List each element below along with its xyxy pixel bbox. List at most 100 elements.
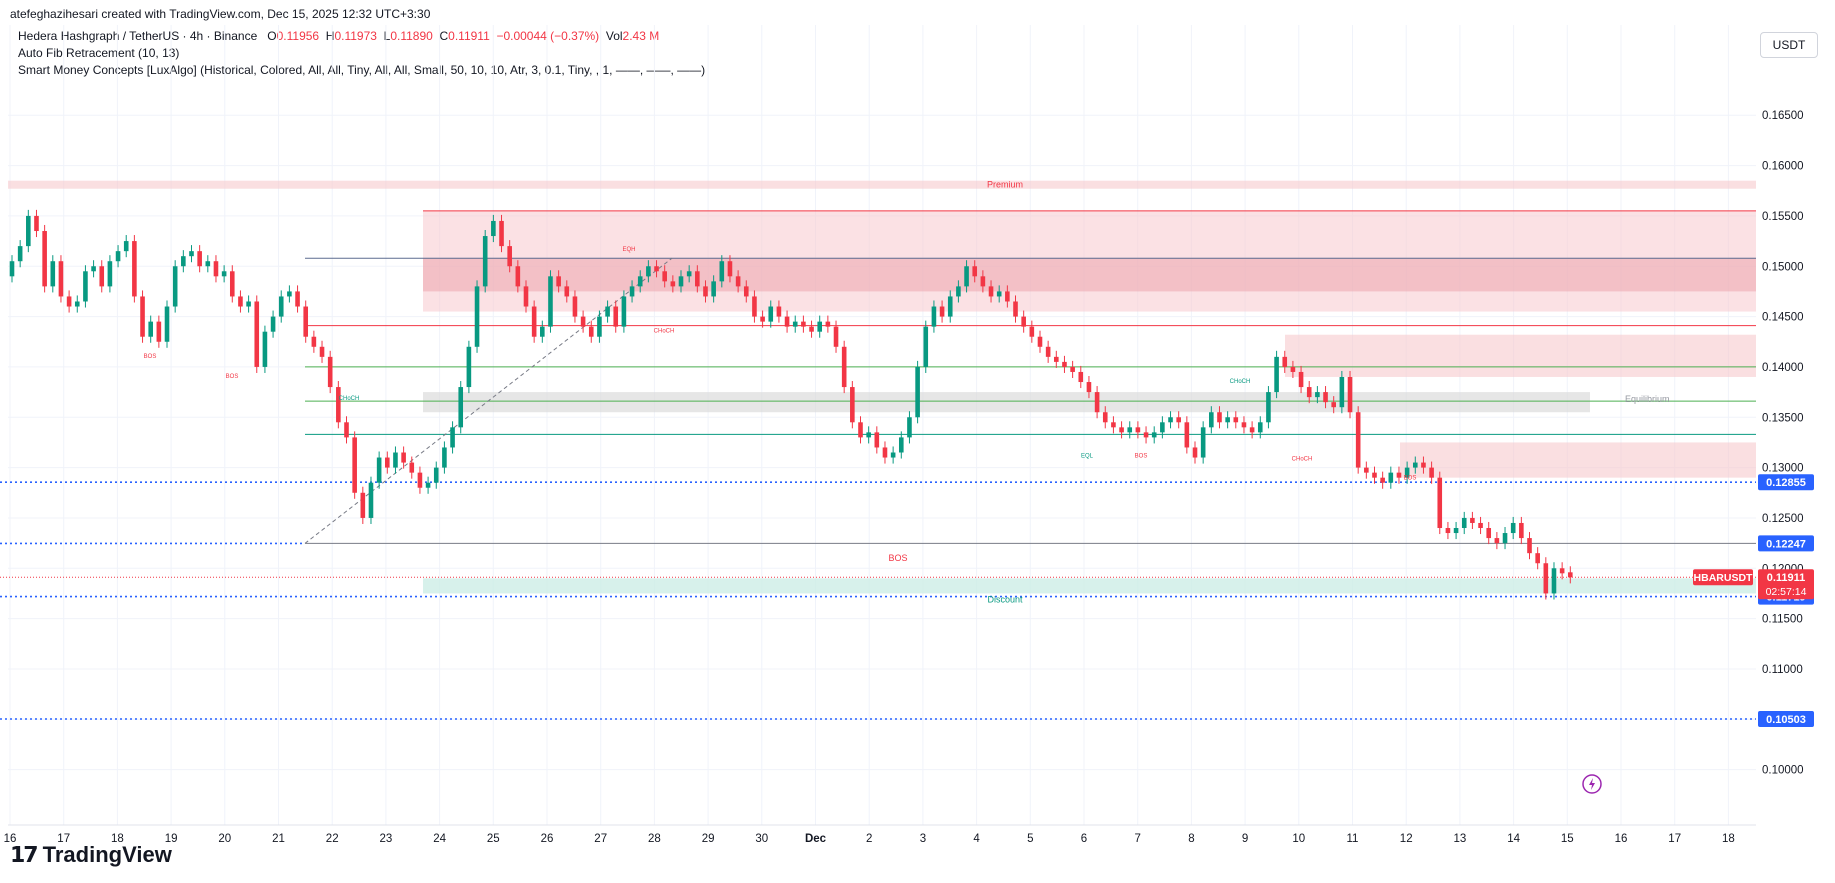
candle-body <box>352 437 357 493</box>
candle-body <box>181 256 186 267</box>
candle-body <box>491 220 496 237</box>
candle-body <box>907 417 912 438</box>
candle-body <box>58 261 64 297</box>
candle-body <box>1372 472 1377 478</box>
candle-body <box>1339 376 1345 408</box>
currency-button[interactable]: USDT <box>1760 32 1818 58</box>
indicator-fib[interactable]: Auto Fib Retracement (10, 13) <box>18 46 180 60</box>
last-price-box <box>1758 569 1814 600</box>
candle-body <box>1045 346 1051 357</box>
chart-credit: atefeghazihesari created with TradingVie… <box>10 7 431 21</box>
candle-body <box>711 281 716 297</box>
candle-body <box>727 261 733 277</box>
x-tick-label: 8 <box>1188 833 1194 845</box>
candle-body <box>580 316 586 327</box>
candle-body <box>1412 462 1418 468</box>
choch-label-1: CHoCH <box>339 396 360 402</box>
candle-body <box>1364 467 1369 473</box>
supply-zone-top <box>423 210 1756 312</box>
candle-body <box>213 261 219 277</box>
candle-body <box>686 271 692 277</box>
candle-body <box>107 261 113 287</box>
candle-body <box>384 457 390 468</box>
candle-body <box>1225 417 1230 423</box>
close-value: 0.11911 <box>448 29 490 43</box>
candle-body <box>401 452 406 463</box>
candle-body <box>1078 371 1084 383</box>
supply-zone-right <box>1285 334 1756 377</box>
low-label: L <box>383 29 391 43</box>
bos-label-4: BOS <box>1404 476 1417 482</box>
volume-value: 2.43 M <box>622 29 660 43</box>
candle-body <box>1029 326 1035 337</box>
candle-body <box>1119 427 1124 433</box>
candle-body <box>1502 533 1508 544</box>
premium-label: Premium <box>987 180 1023 190</box>
candle-body <box>1168 417 1173 423</box>
x-tick-label: 2 <box>866 833 872 845</box>
candle-body <box>229 271 235 297</box>
x-tick-label: 17 <box>57 833 70 845</box>
x-tick-label: 24 <box>433 833 446 845</box>
candle-body <box>450 427 455 448</box>
fib-trend-line <box>304 257 673 544</box>
candle-body <box>1470 517 1475 523</box>
candle-body <box>637 276 643 287</box>
candle-body <box>1086 382 1092 393</box>
last-price-text: 0.11911 <box>1767 572 1806 584</box>
x-tick-label: 12 <box>1400 833 1413 845</box>
y-tick-label: 0.15000 <box>1762 261 1804 273</box>
candle-body <box>776 306 782 317</box>
y-tick-label: 0.14000 <box>1762 362 1804 374</box>
y-tick-label: 0.16000 <box>1762 161 1804 173</box>
candle-body <box>1192 447 1198 458</box>
candle-body <box>311 336 317 347</box>
price-label-box <box>1758 535 1814 552</box>
discount-label: Discount <box>987 595 1023 605</box>
candle-body <box>99 266 105 287</box>
candle-body <box>972 266 978 277</box>
x-tick-label: 30 <box>755 833 768 845</box>
candle-body <box>1347 376 1353 413</box>
candle-body <box>278 296 284 317</box>
candle-body <box>760 316 765 322</box>
candle-body <box>817 321 823 332</box>
candle-body <box>719 261 725 282</box>
candle-body <box>9 261 15 277</box>
candle-body <box>1323 392 1328 403</box>
candle-body <box>531 306 537 337</box>
candle-body <box>189 251 194 257</box>
candle-body <box>988 286 994 297</box>
candle-body <box>115 251 121 262</box>
candle-body <box>417 472 423 488</box>
candle-body <box>1306 387 1312 398</box>
candle-body <box>1437 477 1443 529</box>
candle-body <box>344 422 349 438</box>
candle-body <box>1176 417 1181 423</box>
candle-body <box>1519 522 1524 539</box>
x-tick-label: 23 <box>380 833 393 845</box>
candle-body <box>833 326 839 347</box>
candle-body <box>442 447 447 468</box>
indicator-smc[interactable]: Smart Money Concepts [LuxAlgo] (Historic… <box>18 63 706 77</box>
candle-body <box>66 296 72 307</box>
candle-body <box>996 291 1002 297</box>
candle-body <box>752 296 757 317</box>
eql-label: EQL <box>1081 454 1094 460</box>
candle-body <box>1054 356 1059 362</box>
candle-body <box>254 301 260 367</box>
symbol-legend[interactable]: Hedera Hashgraph / TetherUS · 4h · Binan… <box>18 29 659 43</box>
tradingview-logo: 𝟭𝟳 TradingView <box>10 842 172 868</box>
candle-body <box>246 301 251 307</box>
y-tick-label: 0.11500 <box>1762 614 1803 626</box>
candle-body <box>1331 402 1336 408</box>
candle-body <box>1461 517 1467 529</box>
supply-zone-mid <box>423 258 1756 292</box>
y-tick-label: 0.12500 <box>1762 513 1804 525</box>
x-tick-label: 18 <box>111 833 124 845</box>
candle-body <box>83 271 88 302</box>
candle-body <box>287 291 292 297</box>
x-tick-label: 15 <box>1561 833 1574 845</box>
x-tick-label: 13 <box>1454 833 1467 845</box>
